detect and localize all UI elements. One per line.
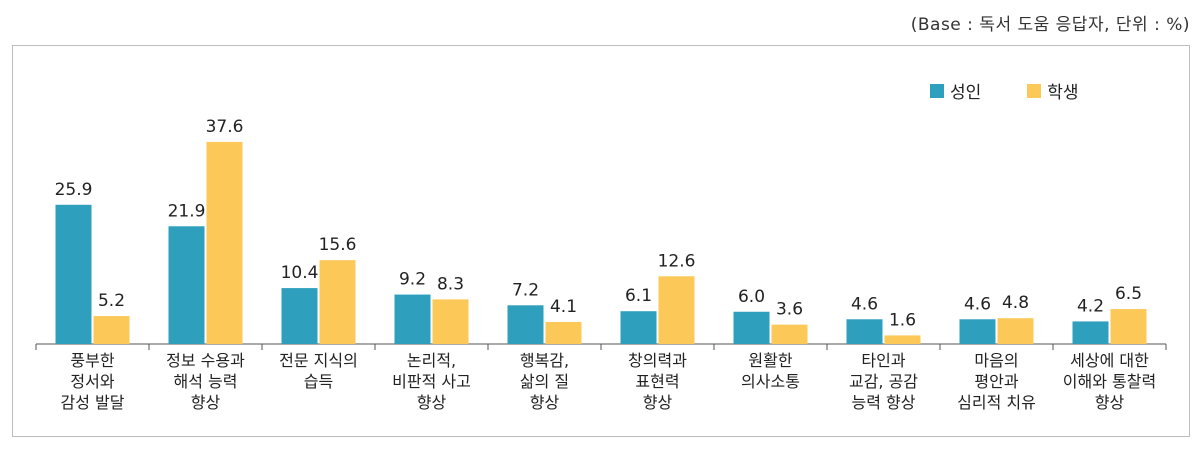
data-label-student-9: 6.5 [1115, 284, 1142, 304]
bar-adult-8 [959, 319, 996, 344]
bar-student-3 [432, 299, 469, 344]
data-label-adult-2: 10.4 [281, 263, 319, 283]
data-label-adult-7: 4.6 [851, 294, 878, 314]
bar-student-0 [93, 316, 130, 344]
bar-adult-3 [394, 294, 431, 344]
category-label-2: 전문 지식의 습득 [279, 351, 358, 391]
data-label-student-7: 1.6 [889, 310, 916, 330]
legend-item-adult: 성인 [930, 78, 981, 103]
data-label-adult-1: 21.9 [168, 201, 206, 221]
category-label-9: 세상에 대한 이해와 통찰력 향상 [1062, 351, 1157, 412]
bar-adult-0 [55, 204, 92, 344]
data-label-adult-6: 6.0 [738, 287, 765, 307]
data-label-student-8: 4.8 [1002, 293, 1029, 313]
bar-student-8 [997, 318, 1034, 344]
bar-student-5 [658, 276, 695, 344]
data-label-adult-9: 4.2 [1077, 296, 1104, 316]
bar-adult-1 [168, 226, 205, 344]
data-label-adult-3: 9.2 [399, 270, 426, 290]
category-label-7: 타인과 교감, 공감 능력 향상 [848, 351, 919, 412]
data-label-student-2: 15.6 [319, 235, 357, 255]
category-label-3: 논리적, 비판적 사고 향상 [392, 351, 471, 412]
category-label-5: 창의력과 표현력 향상 [628, 351, 687, 412]
category-label-0: 풍부한 정서와 감성 발달 [60, 351, 125, 412]
legend-swatch-adult [930, 83, 944, 98]
category-label-4: 행복감, 삶의 질 향상 [519, 351, 570, 412]
chart-frame [12, 45, 1190, 437]
legend-label-student: 학생 [1047, 83, 1079, 103]
data-label-adult-5: 6.1 [625, 286, 652, 306]
bar-adult-9 [1072, 321, 1109, 344]
category-label-6: 원활한 의사소통 [741, 351, 800, 391]
bar-student-6 [771, 324, 808, 344]
bar-student-4 [545, 321, 582, 344]
data-label-student-6: 3.6 [776, 300, 803, 320]
bar-student-9 [1110, 309, 1147, 344]
data-label-adult-4: 7.2 [512, 280, 539, 300]
data-label-student-1: 37.6 [206, 117, 244, 137]
category-label-1: 정보 수용과 해석 능력 향상 [166, 351, 245, 412]
bar-adult-4 [507, 305, 544, 344]
bar-adult-6 [733, 311, 770, 344]
data-label-student-0: 5.2 [98, 291, 125, 311]
bar-adult-2 [281, 288, 318, 344]
data-label-adult-8: 4.6 [964, 294, 991, 314]
bar-adult-5 [620, 311, 657, 344]
legend-item-student: 학생 [1027, 78, 1079, 103]
data-label-adult-0: 25.9 [55, 180, 93, 200]
data-label-student-5: 12.6 [658, 251, 696, 271]
legend: 성인 학생 [930, 78, 1079, 103]
bar-student-7 [884, 335, 921, 344]
bar-adult-7 [846, 319, 883, 344]
bar-student-1 [206, 141, 243, 344]
category-label-8: 마음의 평안과 심리적 치유 [957, 351, 1036, 412]
legend-label-adult: 성인 [950, 83, 982, 103]
data-label-student-3: 8.3 [437, 274, 464, 294]
unit-note: (Base : 독서 도움 응답자, 단위 : %) [910, 15, 1190, 35]
bar-student-2 [319, 260, 356, 344]
data-label-student-4: 4.1 [550, 297, 577, 317]
legend-swatch-student [1027, 83, 1042, 98]
